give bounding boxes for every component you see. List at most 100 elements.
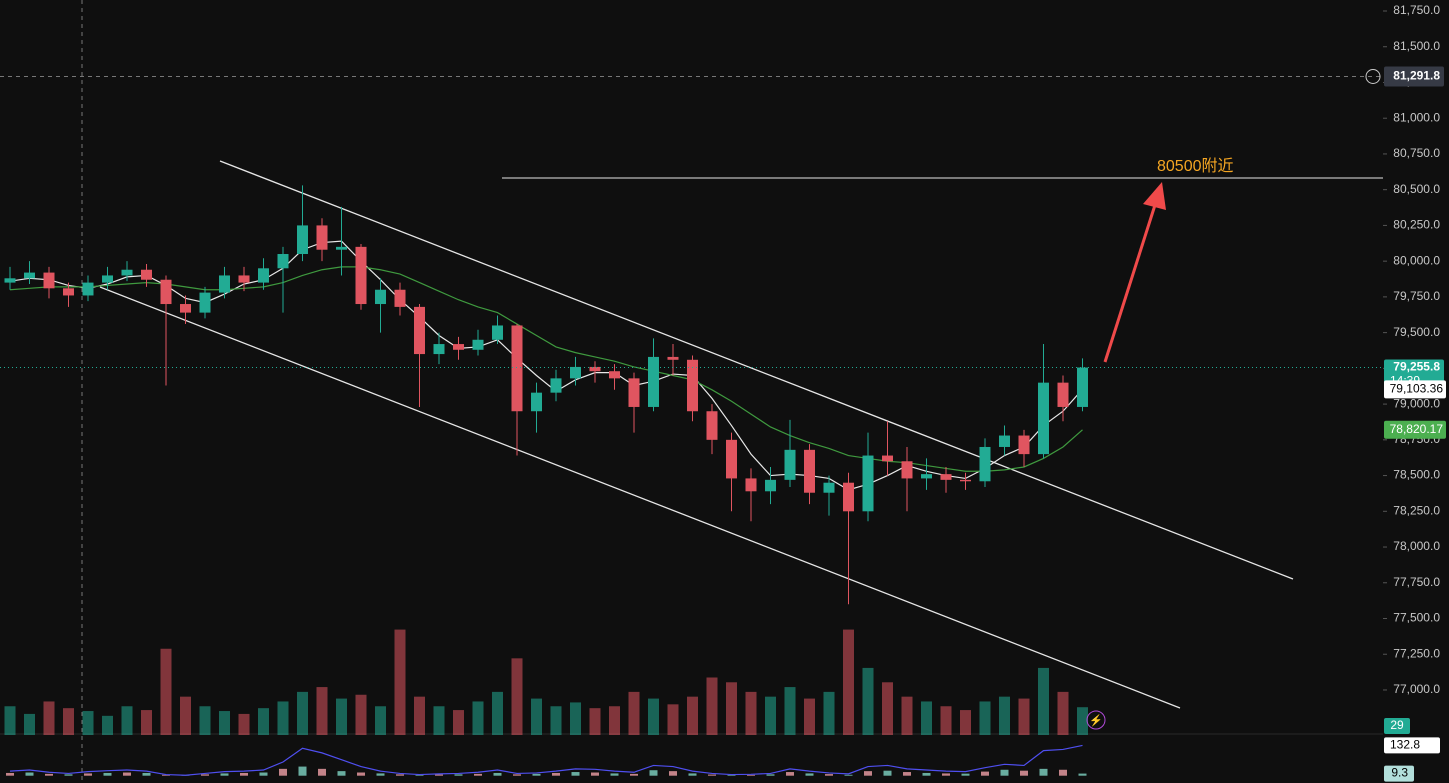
volume-bar xyxy=(1018,698,1030,735)
candle-body xyxy=(648,356,659,407)
volume-bar xyxy=(336,698,347,735)
candle-body xyxy=(999,435,1010,447)
indicator-bar xyxy=(474,773,482,776)
volume-bar xyxy=(648,698,659,735)
volume-bar xyxy=(375,706,386,735)
candle-body xyxy=(745,478,757,492)
crosshair-add-button[interactable] xyxy=(1365,69,1381,85)
candle-body xyxy=(1018,435,1030,455)
crosshair-label-box xyxy=(1384,66,1444,87)
y-tick-label: 79,000.0 xyxy=(1393,396,1440,410)
candle-body xyxy=(531,392,542,412)
candle-body xyxy=(160,279,172,305)
volume-bar xyxy=(394,629,406,735)
candle-body xyxy=(24,272,35,279)
indicator-bar xyxy=(220,773,229,776)
candle-body xyxy=(141,269,152,280)
indicator-bar xyxy=(64,774,73,776)
indicator-bar xyxy=(103,772,112,776)
volume-bar xyxy=(882,682,893,735)
indicator-bar xyxy=(376,773,385,776)
volume-bar xyxy=(979,701,991,735)
candle-body xyxy=(453,344,464,350)
candle-body xyxy=(901,461,913,479)
indicator-line xyxy=(9,744,1083,776)
candle-body xyxy=(804,449,815,493)
y-tick-label: 80,500.0 xyxy=(1393,182,1440,196)
indicator-bar xyxy=(1039,768,1048,776)
indicator-bar xyxy=(435,774,443,776)
candle-body xyxy=(589,366,601,372)
volume-bar xyxy=(316,687,328,735)
volume-bar xyxy=(960,710,971,735)
y-tick-label: 81,000.0 xyxy=(1393,110,1440,124)
channel-lower xyxy=(99,286,1181,709)
candle-body xyxy=(82,282,94,296)
indicator-bar xyxy=(552,772,560,776)
y-tick-label: 81,500.0 xyxy=(1393,39,1440,53)
candle-body xyxy=(336,246,347,250)
indicator-bar xyxy=(961,773,970,776)
y-tick-label: 77,500.0 xyxy=(1393,611,1440,625)
volume-bar xyxy=(24,713,35,735)
candle-body xyxy=(726,439,737,479)
indicator-bar xyxy=(903,772,911,776)
volume-bar xyxy=(414,696,425,735)
candle-body xyxy=(823,482,835,493)
candle-body xyxy=(316,225,328,250)
indicator-bar xyxy=(318,768,326,776)
volume-bar xyxy=(531,698,542,735)
indicator-bar xyxy=(591,772,599,776)
candle-body xyxy=(882,455,893,462)
indicator-bar xyxy=(747,774,755,776)
y-tick-label: 81,750.0 xyxy=(1393,3,1440,17)
candle-body xyxy=(550,378,562,393)
candle-body xyxy=(63,288,74,296)
volume-bar xyxy=(102,715,113,735)
indicator-label: 132.8 xyxy=(1390,738,1420,752)
candle-body xyxy=(1038,382,1049,455)
candle-body xyxy=(355,246,367,305)
indicator-bar xyxy=(162,774,170,776)
indicator-bar xyxy=(571,772,580,776)
indicator-bar xyxy=(825,774,833,776)
volume-bar xyxy=(160,648,172,735)
y-tick-label: 77,750.0 xyxy=(1393,575,1440,589)
y-tick-label: 80,250.0 xyxy=(1393,218,1440,232)
indicator-bar xyxy=(1078,773,1087,776)
candle-body xyxy=(843,482,854,512)
volume-bar xyxy=(921,701,932,735)
y-tick-label: 77,250.0 xyxy=(1393,646,1440,660)
volume-bar xyxy=(433,706,445,735)
candle-body xyxy=(960,479,971,482)
candle-body xyxy=(862,455,874,512)
candle-body xyxy=(570,366,581,379)
volume-bar xyxy=(238,713,250,735)
volume-bar xyxy=(628,691,640,735)
volume-bar xyxy=(1057,691,1069,735)
indicator-bar xyxy=(357,772,365,776)
indicator-bar xyxy=(532,773,541,776)
alert-icon-glyph: ⚡ xyxy=(1089,714,1103,727)
y-tick-label: 78,500.0 xyxy=(1393,468,1440,482)
indicator-bar xyxy=(649,770,658,776)
candle-body xyxy=(4,278,16,283)
indicator-bar xyxy=(454,774,463,776)
candle-body xyxy=(940,474,952,480)
volume-bar xyxy=(43,701,55,735)
candle-body xyxy=(1077,367,1088,407)
indicator-bar xyxy=(864,771,872,776)
candle-body xyxy=(43,272,55,289)
alert-icon[interactable] xyxy=(1086,710,1106,730)
candle-body xyxy=(472,339,484,350)
candle-body xyxy=(979,446,991,482)
y-tick-label: 78,000.0 xyxy=(1393,539,1440,553)
volume-bar xyxy=(355,694,367,735)
candle-body xyxy=(121,269,133,276)
signal-label-box xyxy=(1384,765,1414,782)
volume-bar xyxy=(901,696,913,735)
candle-body xyxy=(414,306,425,355)
ma-label: 78,820.17 xyxy=(1390,422,1444,436)
indicator-label-box xyxy=(1384,737,1440,754)
